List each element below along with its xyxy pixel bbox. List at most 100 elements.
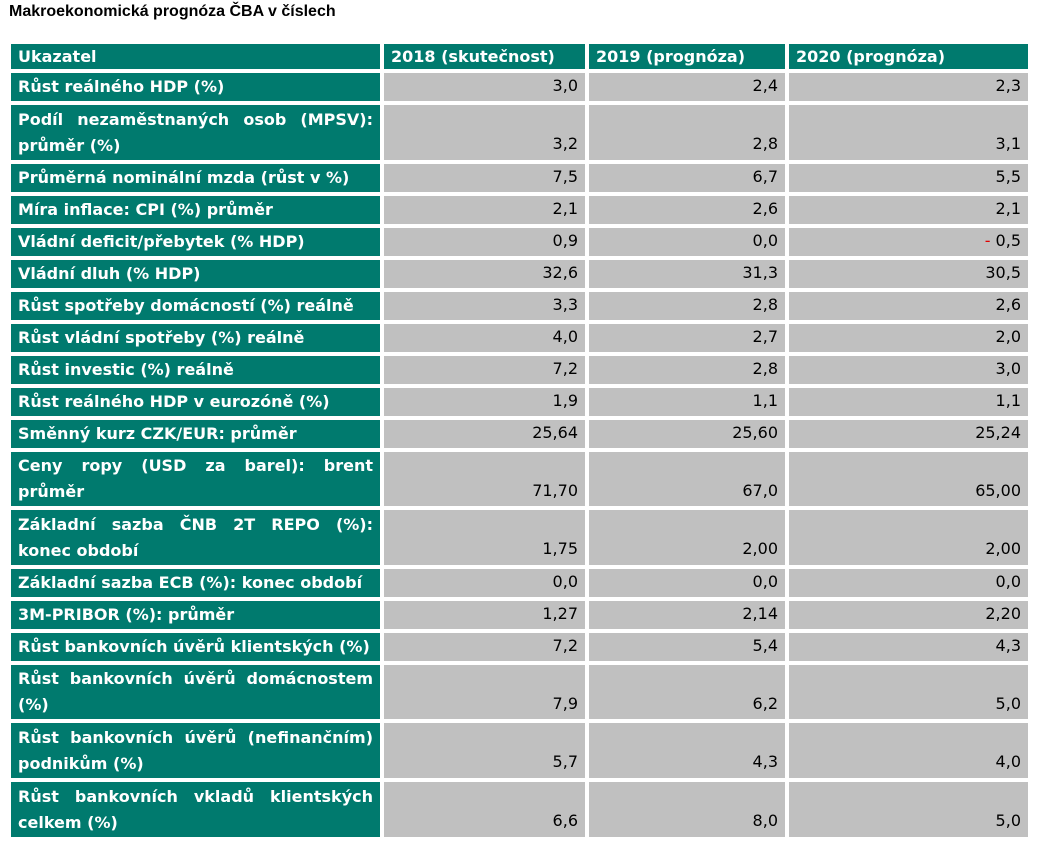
row-label: Ceny ropy (USD za barel): brent průměr: [11, 452, 384, 510]
table-row: Růst bankovních úvěrů (nefinančním) podn…: [11, 723, 1028, 782]
value-2019: 1,1: [589, 388, 789, 420]
value-2018: 7,2: [384, 356, 589, 388]
row-label: Vládní dluh (% HDP): [11, 260, 384, 292]
row-label: Růst bankovních vkladů klientských celke…: [11, 782, 384, 841]
value-2018: 1,75: [384, 510, 589, 569]
column-header-2018: 2018 (skutečnost): [384, 44, 589, 73]
value-2018: 3,3: [384, 292, 589, 324]
value-2020: 2,0: [789, 324, 1028, 356]
value-2020: 0,0: [789, 569, 1028, 601]
forecast-table: Ukazatel 2018 (skutečnost) 2019 (prognóz…: [11, 44, 1028, 841]
row-label: Podíl nezaměstnaných osob (MPSV): průměr…: [11, 105, 384, 164]
table-row: Základní sazba ČNB 2T REPO (%): konec ob…: [11, 510, 1028, 569]
value-2019: 4,3: [589, 723, 789, 782]
value-2019: 2,6: [589, 196, 789, 228]
value-2020: 2,6: [789, 292, 1028, 324]
value-2018: 7,5: [384, 164, 589, 196]
row-label: Růst reálného HDP (%): [11, 73, 384, 105]
value-2020: 5,0: [789, 665, 1028, 723]
table-row: Průměrná nominální mzda (růst v %) 7,5 6…: [11, 164, 1028, 196]
value-2018: 0,0: [384, 569, 589, 601]
value-2018: 4,0: [384, 324, 589, 356]
value-2020: 2,1: [789, 196, 1028, 228]
row-label: Průměrná nominální mzda (růst v %): [11, 164, 384, 196]
table-row: Růst bankovních úvěrů klientských (%) 7,…: [11, 633, 1028, 665]
row-label: Růst investic (%) reálně: [11, 356, 384, 388]
column-header-2019: 2019 (prognóza): [589, 44, 789, 73]
value-2019: 0,0: [589, 569, 789, 601]
value-2020: 3,0: [789, 356, 1028, 388]
table-row: 3M-PRIBOR (%): průměr 1,27 2,14 2,20: [11, 601, 1028, 633]
table-row: Vládní deficit/přebytek (% HDP) 0,9 0,0 …: [11, 228, 1028, 260]
row-label: Vládní deficit/přebytek (% HDP): [11, 228, 384, 260]
table-row: Míra inflace: CPI (%) průměr 2,1 2,6 2,1: [11, 196, 1028, 228]
value-2018: 3,0: [384, 73, 589, 105]
value-2018: 2,1: [384, 196, 589, 228]
value-2019: 31,3: [589, 260, 789, 292]
table-row: Vládní dluh (% HDP) 32,6 31,3 30,5: [11, 260, 1028, 292]
value-2018: 32,6: [384, 260, 589, 292]
column-header-indicator: Ukazatel: [11, 44, 384, 73]
value-2019: 2,8: [589, 292, 789, 324]
row-label: Růst bankovních úvěrů (nefinančním) podn…: [11, 723, 384, 782]
row-label: Základní sazba ČNB 2T REPO (%): konec ob…: [11, 510, 384, 569]
value-2020: 5,5: [789, 164, 1028, 196]
value-2020: 2,00: [789, 510, 1028, 569]
row-label: Růst vládní spotřeby (%) reálně: [11, 324, 384, 356]
value-2018: 25,64: [384, 420, 589, 452]
value-2018: 1,27: [384, 601, 589, 633]
table-row: Růst reálného HDP (%) 3,0 2,4 2,3: [11, 73, 1028, 105]
row-label: Růst spotřeby domácností (%) reálně: [11, 292, 384, 324]
column-header-2020: 2020 (prognóza): [789, 44, 1028, 73]
value-2019: 2,00: [589, 510, 789, 569]
value-2019: 5,4: [589, 633, 789, 665]
value-2018: 5,7: [384, 723, 589, 782]
value-2020: 2,3: [789, 73, 1028, 105]
table-row: Růst bankovních vkladů klientských celke…: [11, 782, 1028, 841]
row-label: Růst reálného HDP v eurozóně (%): [11, 388, 384, 420]
page-title: Makroekonomická prognóza ČBA v číslech: [9, 3, 336, 20]
value-2019: 6,7: [589, 164, 789, 196]
value-2018: 1,9: [384, 388, 589, 420]
row-label: Směnný kurz CZK/EUR: průměr: [11, 420, 384, 452]
value-2020: - 0,5: [789, 228, 1028, 260]
value-2020: 30,5: [789, 260, 1028, 292]
value-2019: 2,8: [589, 105, 789, 164]
value-2020: 4,3: [789, 633, 1028, 665]
row-label: Růst bankovních úvěrů domácnostem (%): [11, 665, 384, 723]
value-2019: 0,0: [589, 228, 789, 260]
table-row: Růst bankovních úvěrů domácnostem (%) 7,…: [11, 665, 1028, 723]
row-label: Růst bankovních úvěrů klientských (%): [11, 633, 384, 665]
value-2020: 3,1: [789, 105, 1028, 164]
table-row: Základní sazba ECB (%): konec období 0,0…: [11, 569, 1028, 601]
table-row: Ceny ropy (USD za barel): brent průměr 7…: [11, 452, 1028, 510]
row-label: Základní sazba ECB (%): konec období: [11, 569, 384, 601]
table-row: Růst vládní spotřeby (%) reálně 4,0 2,7 …: [11, 324, 1028, 356]
value-2020-number: 0,5: [990, 231, 1021, 250]
table-row: Růst spotřeby domácností (%) reálně 3,3 …: [11, 292, 1028, 324]
row-label: 3M-PRIBOR (%): průměr: [11, 601, 384, 633]
value-2020: 1,1: [789, 388, 1028, 420]
value-2018: 7,2: [384, 633, 589, 665]
value-2019: 8,0: [589, 782, 789, 841]
value-2020: 25,24: [789, 420, 1028, 452]
table-header-row: Ukazatel 2018 (skutečnost) 2019 (prognóz…: [11, 44, 1028, 73]
value-2020: 65,00: [789, 452, 1028, 510]
value-2019: 6,2: [589, 665, 789, 723]
table-row: Růst reálného HDP v eurozóně (%) 1,9 1,1…: [11, 388, 1028, 420]
table-row: Růst investic (%) reálně 7,2 2,8 3,0: [11, 356, 1028, 388]
value-2019: 2,14: [589, 601, 789, 633]
value-2018: 71,70: [384, 452, 589, 510]
value-2020: 2,20: [789, 601, 1028, 633]
value-2019: 2,7: [589, 324, 789, 356]
value-2018: 0,9: [384, 228, 589, 260]
value-2018: 7,9: [384, 665, 589, 723]
table-row: Směnný kurz CZK/EUR: průměr 25,64 25,60 …: [11, 420, 1028, 452]
row-label: Míra inflace: CPI (%) průměr: [11, 196, 384, 228]
value-2019: 2,4: [589, 73, 789, 105]
value-2020: 5,0: [789, 782, 1028, 841]
value-2020: 4,0: [789, 723, 1028, 782]
value-2018: 6,6: [384, 782, 589, 841]
table-row: Podíl nezaměstnaných osob (MPSV): průměr…: [11, 105, 1028, 164]
negative-sign: -: [984, 231, 991, 250]
